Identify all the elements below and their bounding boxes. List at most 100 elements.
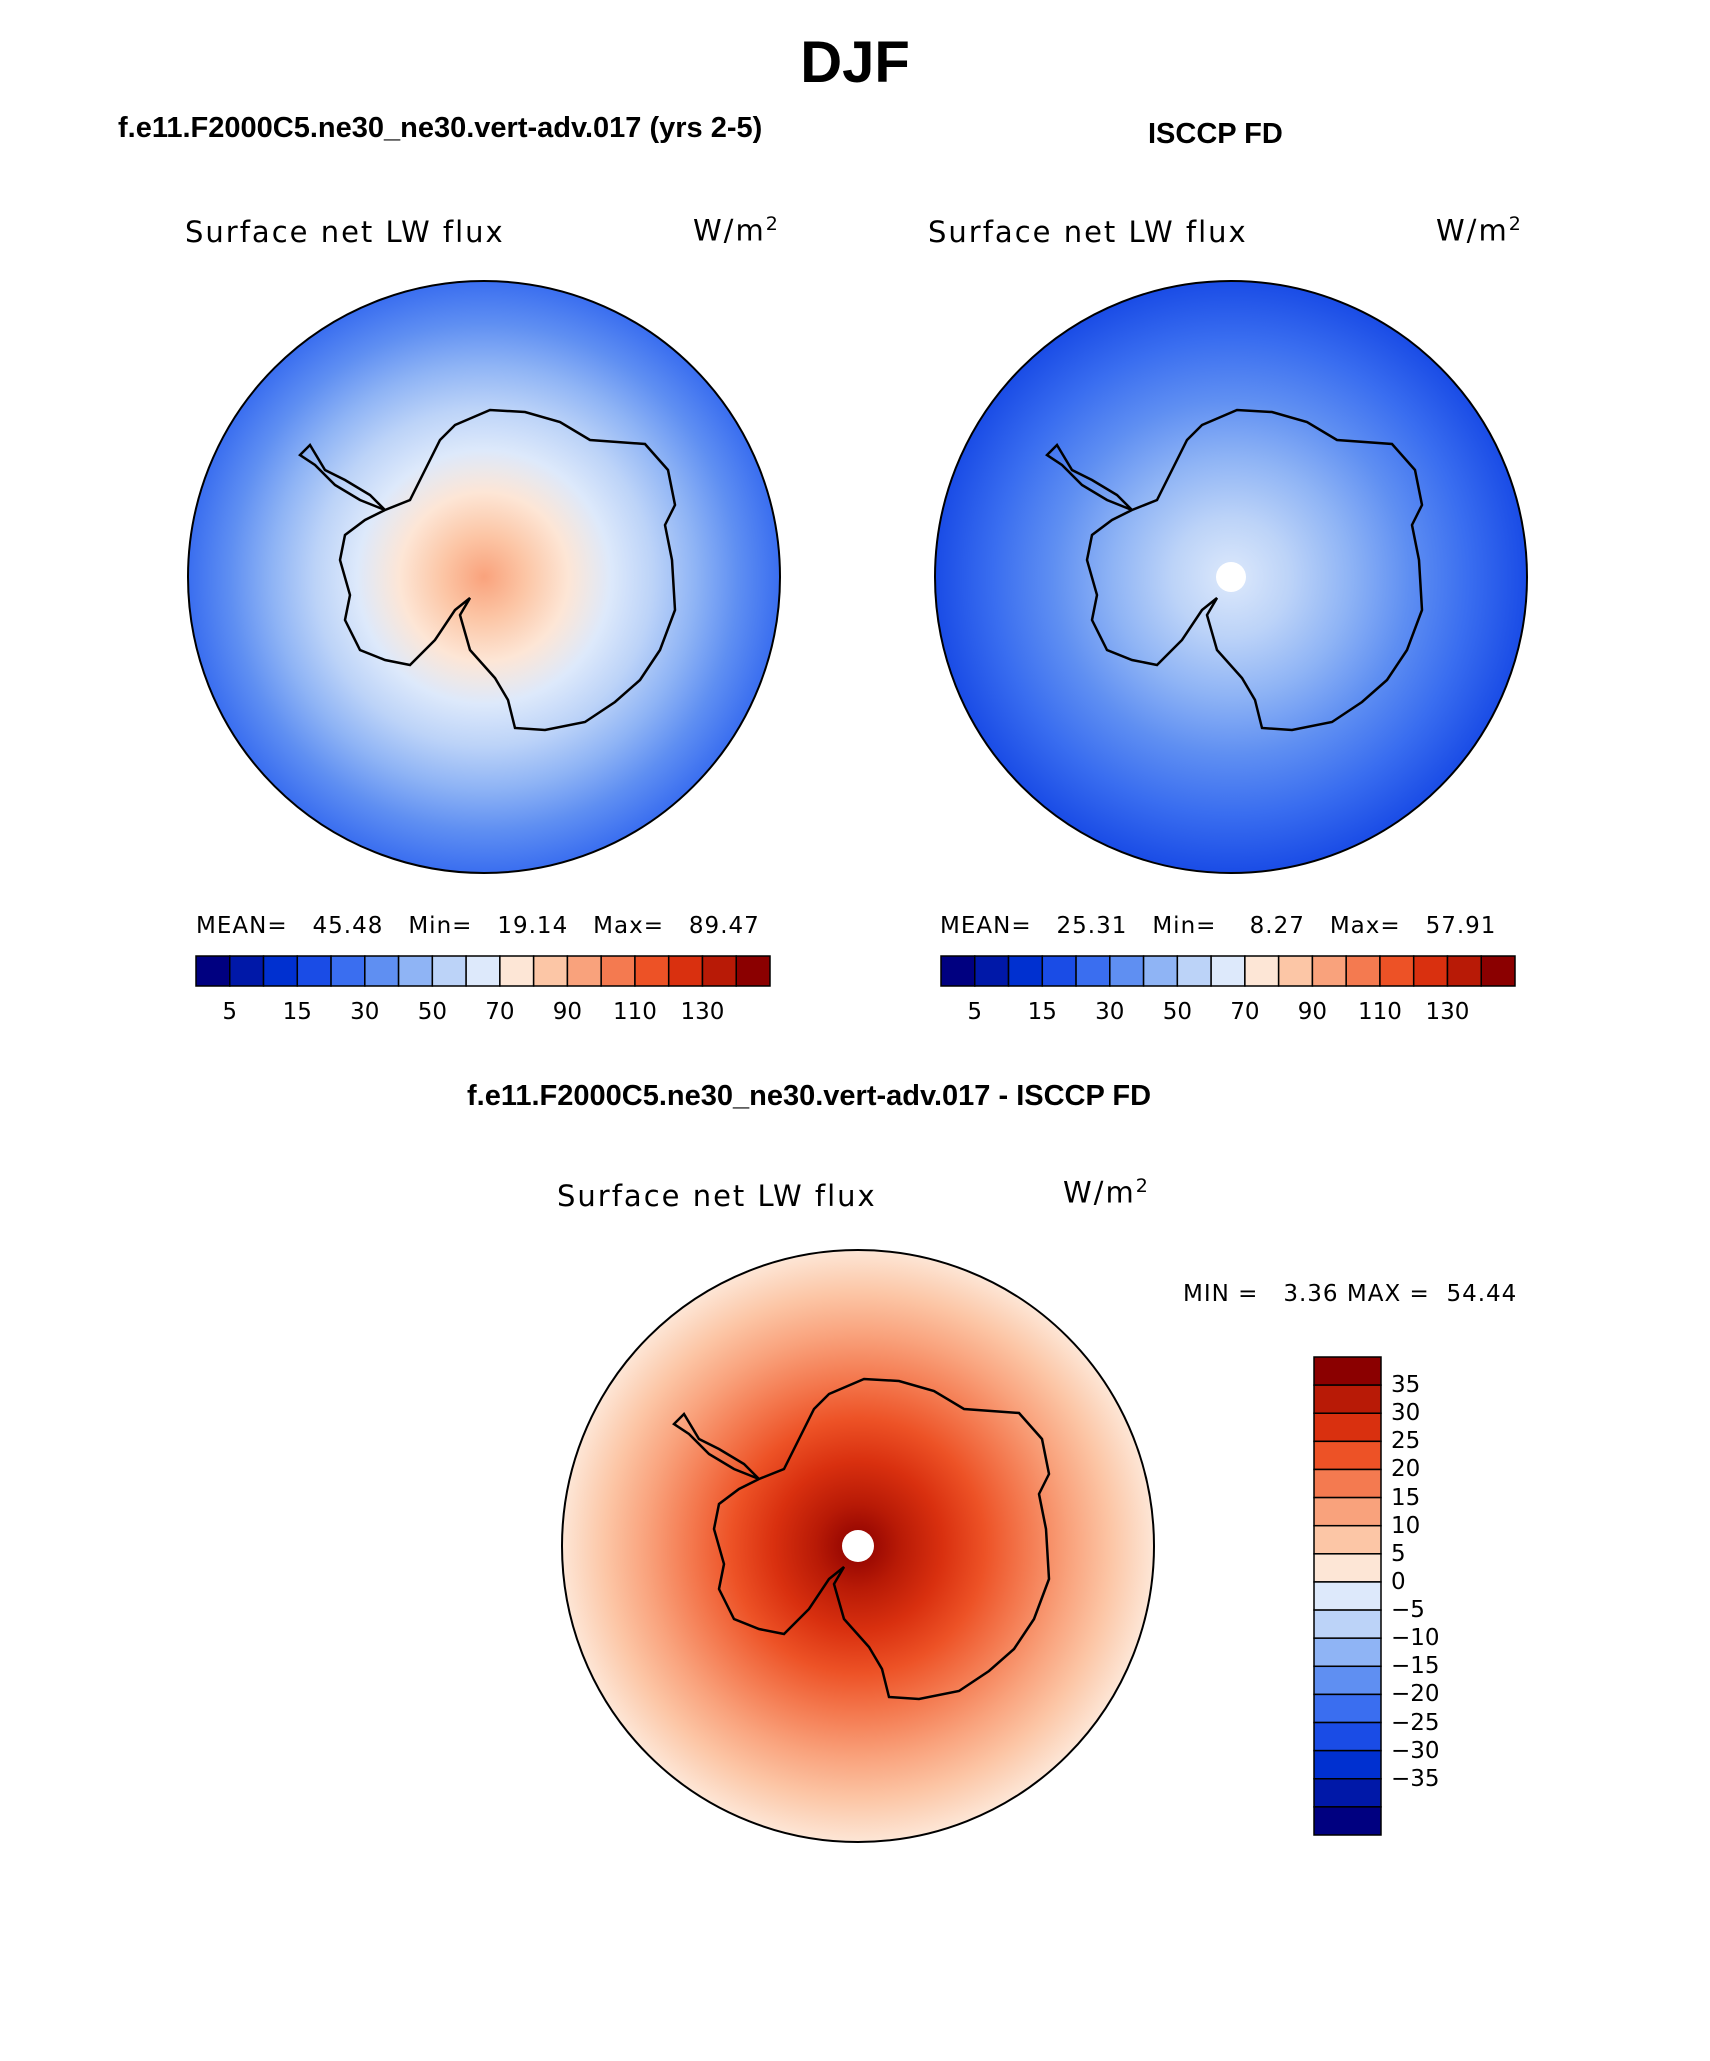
colorbar-tick-label: 5 — [967, 999, 983, 1025]
colorbar-tick-label: 90 — [1297, 999, 1328, 1025]
colorbar-box — [1176, 955, 1212, 987]
colorbar-box — [1109, 955, 1145, 987]
diff-units-base: W/m — [1063, 1175, 1136, 1210]
colorbar-tick-label: 0 — [1391, 1568, 1406, 1595]
colorbar-tick-label: 25 — [1391, 1428, 1421, 1455]
colorbar-tick-label: −5 — [1391, 1597, 1425, 1624]
colorbar-box — [1313, 1356, 1382, 1386]
colorbar-box — [634, 955, 670, 987]
colorbar-tick-label: 50 — [417, 999, 447, 1025]
colorbar-tick-label: 130 — [1425, 999, 1470, 1025]
colorbar-tick-label: 110 — [1357, 999, 1402, 1025]
diff-antarctica-coastline — [712, 1377, 1051, 1701]
colorbar-box — [1379, 955, 1415, 987]
colorbar-box — [1313, 1468, 1382, 1499]
model-colorbar — [195, 955, 771, 987]
colorbar-box — [364, 955, 400, 987]
diff-case-title: f.e11.F2000C5.ne30_ne30.vert-adv.017 - I… — [467, 1080, 1152, 1112]
colorbar-tick-label: −10 — [1391, 1625, 1440, 1652]
model-units-exp: 2 — [765, 213, 780, 235]
diff-variable-label: Surface net LW flux — [557, 1179, 877, 1213]
model-case-title: f.e11.F2000C5.ne30_ne30.vert-adv.017 (yr… — [118, 112, 763, 144]
colorbar-tick-label: 30 — [350, 999, 380, 1025]
colorbar-tick-label: 15 — [1391, 1484, 1421, 1511]
obs-units-base: W/m — [1436, 213, 1509, 248]
colorbar-box — [1313, 1778, 1382, 1808]
colorbar-box — [667, 955, 704, 987]
model-peninsula — [298, 442, 386, 512]
model-map — [187, 280, 781, 874]
colorbar-box — [1313, 1524, 1382, 1555]
model-min-value: 19.14 — [497, 913, 569, 939]
obs-stats: MEAN= 25.31 Min= 8.27 Max= 57.91 — [940, 911, 1496, 941]
model-mean-value: 45.48 — [312, 913, 384, 939]
obs-map — [934, 280, 1528, 874]
colorbar-box — [499, 955, 535, 987]
colorbar-box — [1210, 955, 1246, 987]
obs-case-title: ISCCP FD — [1148, 118, 1283, 150]
model-units-label: W/m2 — [693, 206, 780, 249]
obs-max-value: 57.91 — [1425, 913, 1497, 939]
colorbar-box — [1313, 1637, 1382, 1668]
colorbar-tick-label: 15 — [1027, 999, 1057, 1025]
colorbar-tick-label: 50 — [1162, 999, 1192, 1025]
model-variable-label: Surface net LW flux — [185, 215, 505, 249]
colorbar-box — [1313, 1581, 1382, 1611]
obs-min-label: Min= — [1152, 913, 1217, 939]
colorbar-box — [465, 955, 501, 987]
colorbar-box — [262, 955, 299, 987]
colorbar-box — [1313, 1384, 1382, 1414]
obs-colorbar — [940, 955, 1516, 987]
colorbar-tick-label: 130 — [680, 999, 725, 1025]
obs-units-exp: 2 — [1508, 213, 1523, 235]
colorbar-box — [1412, 955, 1449, 987]
colorbar-tick-label: −15 — [1391, 1653, 1440, 1680]
colorbar-box — [397, 955, 434, 987]
obs-min-value: 8.27 — [1249, 913, 1305, 939]
colorbar-box — [1313, 1440, 1382, 1471]
colorbar-box — [1313, 1693, 1382, 1724]
obs-peninsula — [1045, 442, 1133, 512]
model-antarctica-coastline — [338, 408, 677, 732]
colorbar-box — [1313, 1412, 1382, 1443]
colorbar-tick-label: −30 — [1391, 1737, 1440, 1764]
diff-units-label: W/m2 — [1063, 1168, 1150, 1211]
diff-map — [561, 1249, 1155, 1843]
colorbar-box — [974, 955, 1010, 987]
colorbar-box — [1313, 1749, 1382, 1780]
colorbar-box — [1313, 1496, 1382, 1527]
colorbar-box — [1480, 955, 1516, 987]
colorbar-tick-label: 70 — [485, 999, 515, 1025]
diff-units-exp: 2 — [1135, 1175, 1150, 1197]
colorbar-tick-label: 5 — [222, 999, 238, 1025]
colorbar-box — [1313, 1665, 1382, 1696]
colorbar-tick-label: 10 — [1391, 1512, 1421, 1539]
diff-stats: MIN = 3.36 MAX = 54.44 — [1183, 1279, 1517, 1309]
model-map-disk — [187, 280, 781, 874]
diff-min-label: MIN = — [1183, 1281, 1259, 1307]
colorbar-box — [735, 955, 771, 987]
colorbar-box — [1075, 955, 1111, 987]
diff-peninsula — [672, 1411, 760, 1481]
colorbar-box — [195, 955, 231, 987]
diff-max-label: MAX = — [1346, 1281, 1430, 1307]
colorbar-box — [431, 955, 467, 987]
colorbar-tick-label: −20 — [1391, 1681, 1440, 1708]
model-stats: MEAN= 45.48 Min= 19.14 Max= 89.47 — [196, 911, 760, 941]
colorbar-box — [1041, 955, 1077, 987]
colorbar-box — [1142, 955, 1179, 987]
diff-pole-hole — [842, 1530, 874, 1562]
obs-units-label: W/m2 — [1436, 206, 1523, 249]
obs-antarctica-coastline — [1085, 408, 1424, 732]
colorbar-box — [566, 955, 602, 987]
colorbar-box — [1313, 1806, 1382, 1836]
colorbar-box — [532, 955, 569, 987]
model-min-label: Min= — [408, 913, 473, 939]
colorbar-box — [1345, 955, 1381, 987]
obs-variable-label: Surface net LW flux — [928, 215, 1248, 249]
colorbar-tick-label: 70 — [1230, 999, 1260, 1025]
colorbar-box — [330, 955, 366, 987]
colorbar-tick-label: −25 — [1391, 1709, 1440, 1736]
diff-colorbar — [1313, 1356, 1382, 1836]
